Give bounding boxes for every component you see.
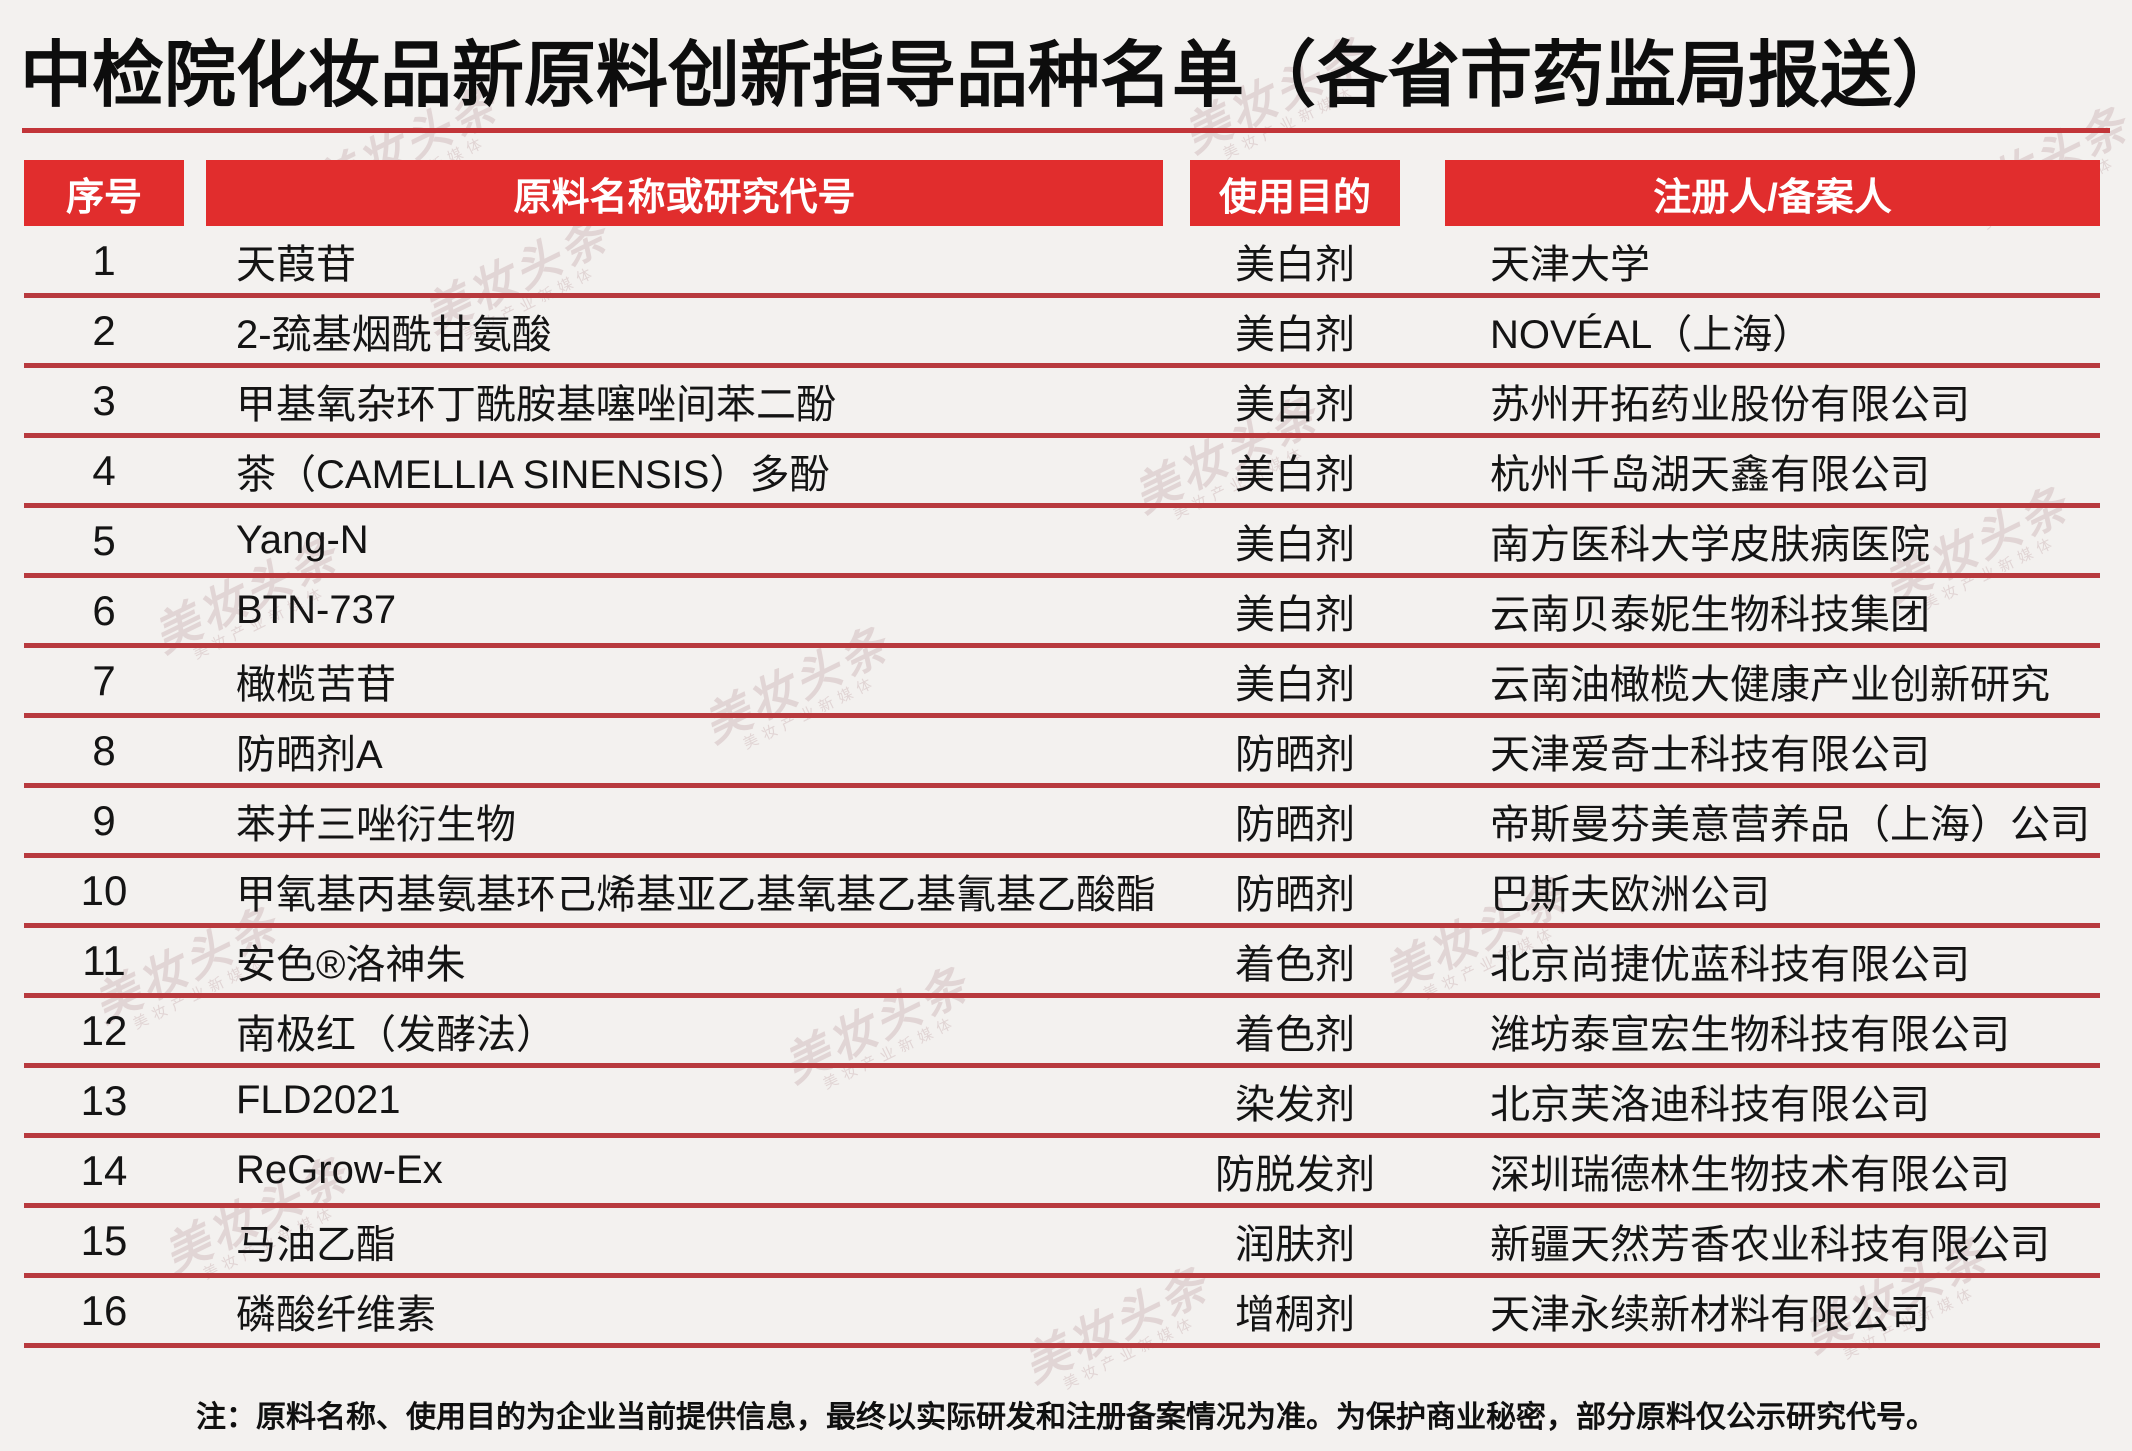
- cell-name: 苯并三唑衍生物: [236, 802, 516, 847]
- cell-registrant: 天津大学: [1490, 242, 1650, 287]
- table-row: 2 2-巯基烟酰甘氨酸 美白剂 NOVÉAL（上海）: [24, 298, 2100, 368]
- cell-purpose: 着色剂: [1235, 942, 1355, 987]
- table-row: 7 橄榄苦苷 美白剂 云南油橄榄大健康产业创新研究: [24, 648, 2100, 718]
- cell-name: 南极红（发酵法）: [236, 1012, 556, 1057]
- table-row: 16 磷酸纤维素 增稠剂 天津永续新材料有限公司: [24, 1278, 2100, 1348]
- cell-registrant: 深圳瑞德林生物技术有限公司: [1490, 1152, 2010, 1197]
- cell-name: 马油乙酯: [236, 1222, 396, 1267]
- cell-purpose: 防晒剂: [1235, 802, 1355, 847]
- cell-no: 14: [80, 1146, 128, 1194]
- table-row: 12 南极红（发酵法） 着色剂 潍坊泰宣宏生物科技有限公司: [24, 998, 2100, 1068]
- table-header: 序号 原料名称或研究代号 使用目的 注册人/备案人: [24, 160, 2100, 226]
- cell-purpose: 美白剂: [1235, 452, 1355, 497]
- cell-purpose: 美白剂: [1235, 312, 1355, 357]
- column-header-registrant: 注册人/备案人: [1445, 160, 2100, 226]
- cell-no: 2: [92, 306, 116, 354]
- cell-name: FLD2021: [236, 1078, 401, 1122]
- cell-registrant: 云南油橄榄大健康产业创新研究: [1490, 662, 2050, 707]
- cell-no: 10: [80, 866, 128, 914]
- cell-no: 4: [92, 446, 116, 494]
- cell-no: 13: [80, 1076, 128, 1124]
- cell-registrant: 北京尚捷优蓝科技有限公司: [1490, 942, 1970, 987]
- cell-purpose: 增稠剂: [1235, 1292, 1355, 1337]
- cell-purpose: 美白剂: [1235, 662, 1355, 707]
- cell-registrant: 巴斯夫欧洲公司: [1490, 872, 1770, 917]
- cell-name: 2-巯基烟酰甘氨酸: [236, 312, 552, 357]
- table-row: 1 天葭苷 美白剂 天津大学: [24, 228, 2100, 298]
- cell-name: Yang-N: [236, 518, 369, 562]
- cell-registrant: NOVÉAL（上海）: [1490, 312, 1813, 357]
- cell-purpose: 美白剂: [1235, 592, 1355, 637]
- cell-registrant: 帝斯曼芬美意营养品（上海）公司: [1490, 802, 2090, 847]
- cell-purpose: 防晒剂: [1235, 732, 1355, 777]
- table-row: 13 FLD2021 染发剂 北京芙洛迪科技有限公司: [24, 1068, 2100, 1138]
- cell-name: 茶（CAMELLIA SINENSIS）多酚: [236, 452, 830, 497]
- cell-no: 15: [80, 1216, 128, 1264]
- table-row: 3 甲基氧杂环丁酰胺基噻唑间苯二酚 美白剂 苏州开拓药业股份有限公司: [24, 368, 2100, 438]
- column-header-no: 序号: [24, 160, 184, 226]
- cell-no: 9: [92, 796, 116, 844]
- cell-registrant: 杭州千岛湖天鑫有限公司: [1490, 452, 1930, 497]
- cell-name: 甲基氧杂环丁酰胺基噻唑间苯二酚: [236, 382, 836, 427]
- cell-registrant: 天津永续新材料有限公司: [1490, 1292, 1930, 1337]
- table-row: 10 甲氧基丙基氨基环己烯基亚乙基氧基乙基氰基乙酸酯 防晒剂 巴斯夫欧洲公司: [24, 858, 2100, 928]
- cell-name: 防晒剂A: [236, 732, 383, 777]
- cell-no: 12: [80, 1006, 128, 1054]
- cell-no: 5: [92, 516, 116, 564]
- cell-purpose: 染发剂: [1235, 1082, 1355, 1127]
- title-underline: [22, 128, 2110, 133]
- cell-purpose: 美白剂: [1235, 382, 1355, 427]
- cell-name: 甲氧基丙基氨基环己烯基亚乙基氧基乙基氰基乙酸酯: [236, 872, 1156, 917]
- table-row: 9 苯并三唑衍生物 防晒剂 帝斯曼芬美意营养品（上海）公司: [24, 788, 2100, 858]
- table-row: 15 马油乙酯 润肤剂 新疆天然芳香农业科技有限公司: [24, 1208, 2100, 1278]
- cell-purpose: 美白剂: [1235, 522, 1355, 567]
- cell-no: 3: [92, 376, 116, 424]
- cell-no: 16: [80, 1286, 128, 1334]
- cell-no: 1: [92, 236, 116, 284]
- cell-name: 安色®洛神朱: [236, 942, 466, 987]
- table-body: 1 天葭苷 美白剂 天津大学 2 2-巯基烟酰甘氨酸 美白剂 NOVÉAL（上海…: [24, 228, 2100, 1348]
- cell-no: 6: [92, 586, 116, 634]
- column-header-name: 原料名称或研究代号: [206, 160, 1163, 226]
- cell-registrant: 云南贝泰妮生物科技集团: [1490, 592, 1930, 637]
- cell-purpose: 美白剂: [1235, 242, 1355, 287]
- cell-name: 磷酸纤维素: [236, 1292, 436, 1337]
- cell-no: 11: [82, 936, 126, 984]
- cell-no: 8: [92, 726, 116, 774]
- cell-registrant: 天津爱奇士科技有限公司: [1490, 732, 1930, 777]
- cell-purpose: 防脱发剂: [1215, 1152, 1375, 1197]
- table-row: 8 防晒剂A 防晒剂 天津爱奇士科技有限公司: [24, 718, 2100, 788]
- table-row: 11 安色®洛神朱 着色剂 北京尚捷优蓝科技有限公司: [24, 928, 2100, 998]
- cell-registrant: 南方医科大学皮肤病医院: [1490, 522, 1930, 567]
- cell-name: 天葭苷: [236, 242, 356, 287]
- page-title: 中检院化妆品新原料创新指导品种名单（各省市药监局报送）: [20, 36, 1965, 116]
- table-row: 4 茶（CAMELLIA SINENSIS）多酚 美白剂 杭州千岛湖天鑫有限公司: [24, 438, 2100, 508]
- cell-name: BTN-737: [236, 588, 397, 632]
- cell-name: ReGrow-Ex: [236, 1148, 443, 1192]
- cell-name: 橄榄苦苷: [236, 662, 396, 707]
- table-row: 6 BTN-737 美白剂 云南贝泰妮生物科技集团: [24, 578, 2100, 648]
- column-header-purpose: 使用目的: [1190, 160, 1400, 226]
- cell-no: 7: [92, 656, 116, 704]
- cell-purpose: 着色剂: [1235, 1012, 1355, 1057]
- cell-purpose: 润肤剂: [1235, 1222, 1355, 1267]
- table-row: 5 Yang-N 美白剂 南方医科大学皮肤病医院: [24, 508, 2100, 578]
- footnote: 注：原料名称、使用目的为企业当前提供信息，最终以实际研发和注册备案情况为准。为保…: [196, 1401, 1936, 1434]
- cell-registrant: 新疆天然芳香农业科技有限公司: [1490, 1222, 2050, 1267]
- cell-registrant: 潍坊泰宣宏生物科技有限公司: [1490, 1012, 2010, 1057]
- cell-registrant: 苏州开拓药业股份有限公司: [1490, 382, 1970, 427]
- cell-purpose: 防晒剂: [1235, 872, 1355, 917]
- cell-registrant: 北京芙洛迪科技有限公司: [1490, 1082, 1930, 1127]
- table-row: 14 ReGrow-Ex 防脱发剂 深圳瑞德林生物技术有限公司: [24, 1138, 2100, 1208]
